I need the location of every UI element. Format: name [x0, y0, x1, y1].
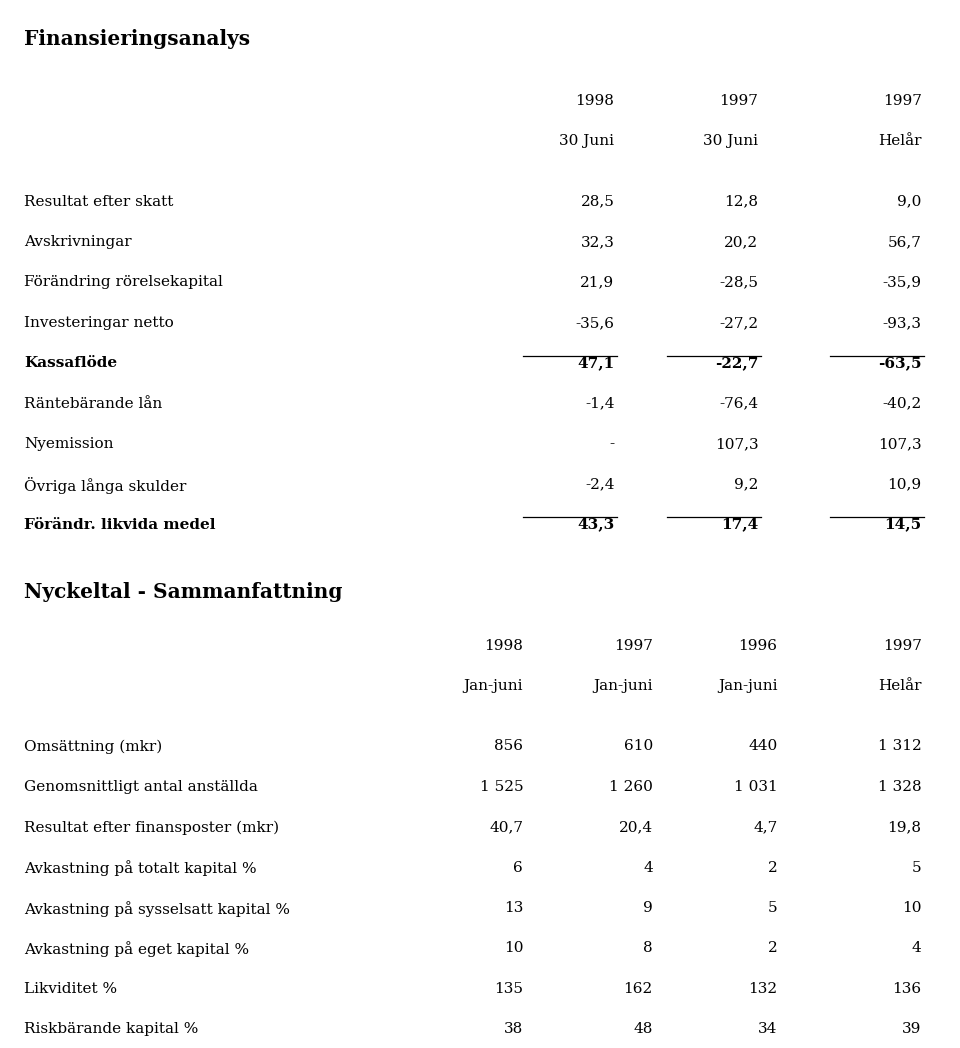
- Text: Finansieringsanalys: Finansieringsanalys: [24, 29, 251, 49]
- Text: 4,7: 4,7: [754, 821, 778, 834]
- Text: 5: 5: [768, 901, 778, 915]
- Text: 20,2: 20,2: [724, 235, 758, 249]
- Text: Avkastning på totalt kapital %: Avkastning på totalt kapital %: [24, 860, 256, 876]
- Text: Omsättning (mkr): Omsättning (mkr): [24, 740, 162, 754]
- Text: -: -: [610, 437, 614, 451]
- Text: 56,7: 56,7: [888, 235, 922, 249]
- Text: Avskrivningar: Avskrivningar: [24, 235, 132, 249]
- Text: -76,4: -76,4: [719, 396, 758, 411]
- Text: 10,9: 10,9: [887, 477, 922, 492]
- Text: 107,3: 107,3: [715, 437, 758, 451]
- Text: 39: 39: [902, 1022, 922, 1035]
- Text: 1997: 1997: [883, 638, 922, 653]
- Text: 21,9: 21,9: [580, 276, 614, 289]
- Text: Riskbärande kapital %: Riskbärande kapital %: [24, 1022, 199, 1035]
- Text: -63,5: -63,5: [878, 356, 922, 370]
- Text: 1997: 1997: [720, 94, 758, 108]
- Text: 47,1: 47,1: [577, 356, 614, 370]
- Text: 1 525: 1 525: [480, 780, 523, 793]
- Text: 48: 48: [634, 1022, 653, 1035]
- Text: -40,2: -40,2: [882, 396, 922, 411]
- Text: 1 260: 1 260: [609, 780, 653, 793]
- Text: Helår: Helår: [878, 134, 922, 148]
- Text: 10: 10: [902, 901, 922, 915]
- Text: Avkastning på eget kapital %: Avkastning på eget kapital %: [24, 941, 250, 957]
- Text: -1,4: -1,4: [585, 396, 614, 411]
- Text: 17,4: 17,4: [721, 518, 758, 531]
- Text: 1997: 1997: [883, 94, 922, 108]
- Text: 1997: 1997: [614, 638, 653, 653]
- Text: 10: 10: [504, 941, 523, 955]
- Text: 12,8: 12,8: [725, 195, 758, 209]
- Text: 20,4: 20,4: [618, 821, 653, 834]
- Text: Nyckeltal - Sammanfattning: Nyckeltal - Sammanfattning: [24, 582, 343, 603]
- Text: 4: 4: [912, 941, 922, 955]
- Text: 1 312: 1 312: [877, 740, 922, 754]
- Text: Jan-juni: Jan-juni: [593, 679, 653, 693]
- Text: 2: 2: [768, 941, 778, 955]
- Text: 1998: 1998: [576, 94, 614, 108]
- Text: -35,9: -35,9: [882, 276, 922, 289]
- Text: 34: 34: [758, 1022, 778, 1035]
- Text: Förändr. likvida medel: Förändr. likvida medel: [24, 518, 215, 531]
- Text: Räntebärande lån: Räntebärande lån: [24, 396, 162, 411]
- Text: 4: 4: [643, 860, 653, 874]
- Text: 1998: 1998: [485, 638, 523, 653]
- Text: 19,8: 19,8: [888, 821, 922, 834]
- Text: 107,3: 107,3: [878, 437, 922, 451]
- Text: 1 328: 1 328: [878, 780, 922, 793]
- Text: Förändring rörelsekapital: Förändring rörelsekapital: [24, 276, 223, 289]
- Text: -22,7: -22,7: [715, 356, 758, 370]
- Text: 28,5: 28,5: [581, 195, 614, 209]
- Text: 162: 162: [624, 982, 653, 996]
- Text: 9,0: 9,0: [898, 195, 922, 209]
- Text: -35,6: -35,6: [575, 315, 614, 330]
- Text: -2,4: -2,4: [585, 477, 614, 492]
- Text: 856: 856: [494, 740, 523, 754]
- Text: 9: 9: [643, 901, 653, 915]
- Text: Helår: Helår: [878, 679, 922, 693]
- Text: Avkastning på sysselsatt kapital %: Avkastning på sysselsatt kapital %: [24, 901, 290, 917]
- Text: 40,7: 40,7: [490, 821, 523, 834]
- Text: 32,3: 32,3: [581, 235, 614, 249]
- Text: Jan-juni: Jan-juni: [718, 679, 778, 693]
- Text: Resultat efter skatt: Resultat efter skatt: [24, 195, 174, 209]
- Text: Nyemission: Nyemission: [24, 437, 113, 451]
- Text: 440: 440: [749, 740, 778, 754]
- Text: 30 Juni: 30 Juni: [560, 134, 614, 148]
- Text: Resultat efter finansposter (mkr): Resultat efter finansposter (mkr): [24, 821, 279, 834]
- Text: 43,3: 43,3: [577, 518, 614, 531]
- Text: 610: 610: [624, 740, 653, 754]
- Text: 9,2: 9,2: [734, 477, 758, 492]
- Text: 13: 13: [504, 901, 523, 915]
- Text: 6: 6: [514, 860, 523, 874]
- Text: Jan-juni: Jan-juni: [464, 679, 523, 693]
- Text: -27,2: -27,2: [719, 315, 758, 330]
- Text: -93,3: -93,3: [882, 315, 922, 330]
- Text: 135: 135: [494, 982, 523, 996]
- Text: 132: 132: [749, 982, 778, 996]
- Text: Genomsnittligt antal anställda: Genomsnittligt antal anställda: [24, 780, 258, 793]
- Text: 1996: 1996: [738, 638, 778, 653]
- Text: 8: 8: [643, 941, 653, 955]
- Text: 14,5: 14,5: [884, 518, 922, 531]
- Text: Investeringar netto: Investeringar netto: [24, 315, 174, 330]
- Text: -28,5: -28,5: [719, 276, 758, 289]
- Text: 38: 38: [504, 1022, 523, 1035]
- Text: Kassaflöde: Kassaflöde: [24, 356, 117, 370]
- Text: 136: 136: [893, 982, 922, 996]
- Text: 5: 5: [912, 860, 922, 874]
- Text: 2: 2: [768, 860, 778, 874]
- Text: 1 031: 1 031: [733, 780, 778, 793]
- Text: 30 Juni: 30 Juni: [704, 134, 758, 148]
- Text: Övriga långa skulder: Övriga långa skulder: [24, 477, 186, 495]
- Text: Likviditet %: Likviditet %: [24, 982, 117, 996]
